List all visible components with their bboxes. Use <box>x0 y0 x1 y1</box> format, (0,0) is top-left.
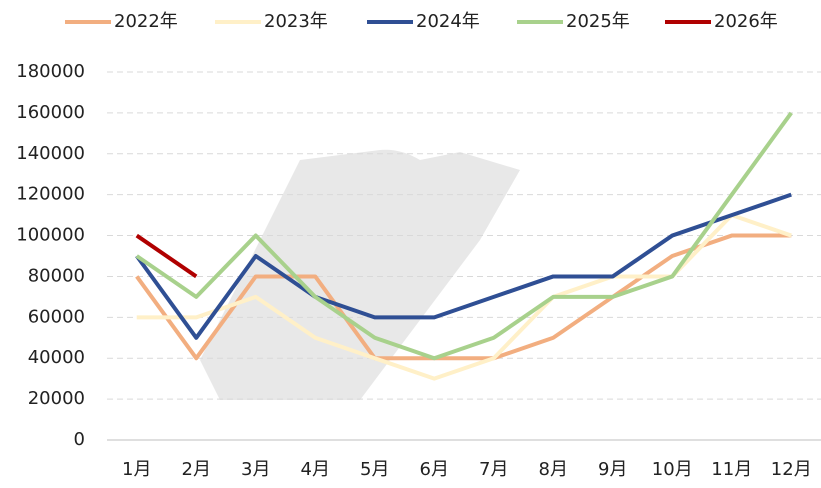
legend-label: 2026年 <box>714 11 778 32</box>
series-line <box>136 213 792 381</box>
y-tick-label: 0 <box>74 429 85 450</box>
y-tick-label: 20000 <box>28 388 85 409</box>
legend-label: 2023年 <box>264 11 328 32</box>
series-line <box>135 192 792 340</box>
y-tick-label: 120000 <box>16 184 85 205</box>
y-tick-label: 140000 <box>16 143 85 164</box>
legend-label: 2022年 <box>114 11 178 32</box>
x-tick-label: 4月 <box>301 459 330 480</box>
x-tick-label: 10月 <box>652 459 693 480</box>
watermark <box>200 149 520 400</box>
y-tick-label: 180000 <box>16 61 85 82</box>
x-tick-label: 9月 <box>598 459 627 480</box>
x-tick-label: 3月 <box>241 459 270 480</box>
y-tick-label: 100000 <box>16 225 85 246</box>
y-tick-label: 80000 <box>28 265 85 286</box>
legend-label: 2024年 <box>416 11 480 32</box>
x-tick-label: 12月 <box>771 459 812 480</box>
y-tick-label: 60000 <box>28 306 85 327</box>
x-tick-label: 6月 <box>420 459 449 480</box>
x-tick-label: 2月 <box>182 459 211 480</box>
x-tick-label: 8月 <box>539 459 568 480</box>
series-line <box>135 111 793 361</box>
x-tick-label: 7月 <box>479 459 508 480</box>
x-tick-label: 1月 <box>122 459 151 480</box>
y-tick-label: 160000 <box>16 102 85 123</box>
x-tick-label: 5月 <box>360 459 389 480</box>
series-line <box>135 233 198 279</box>
y-tick-label: 40000 <box>28 347 85 368</box>
series-line <box>135 233 792 361</box>
legend-label: 2025年 <box>566 11 630 32</box>
x-tick-label: 11月 <box>711 459 752 480</box>
